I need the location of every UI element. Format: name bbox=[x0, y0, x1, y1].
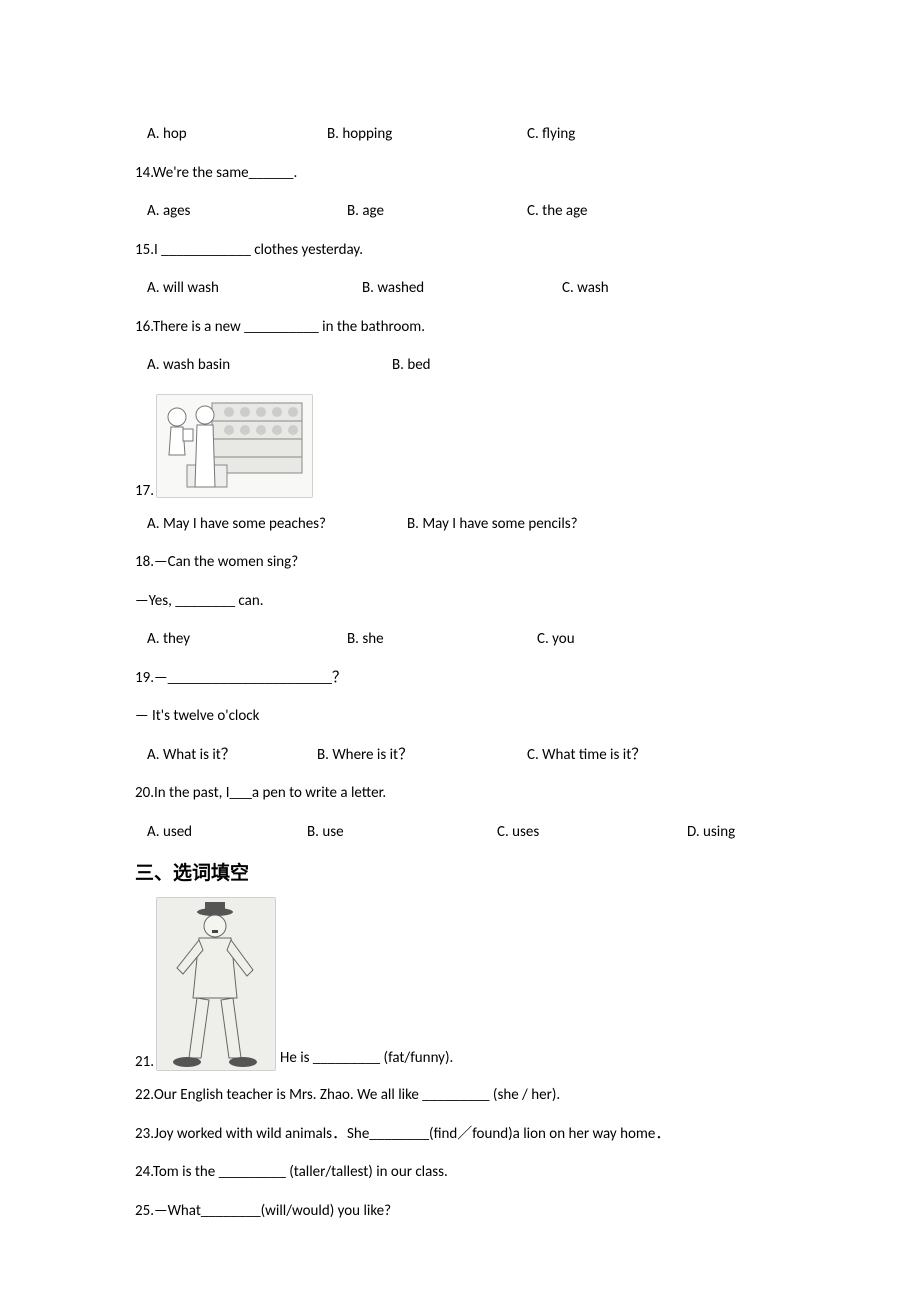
q22-text: 22.Our English teacher is Mrs. Zhao. We … bbox=[135, 1081, 785, 1110]
q15-option-b: B. washed bbox=[362, 274, 562, 303]
q17-option-a: A. May I have some peaches? bbox=[147, 510, 407, 539]
q21-row: 21. He is _________ (fat/funny). bbox=[135, 893, 785, 1071]
q19-options: A. What is it？ B. Where is it？ C. What t… bbox=[135, 741, 785, 770]
q14-options: A. ages B. age C. the age bbox=[135, 197, 785, 226]
q19-option-a: A. What is it？ bbox=[147, 741, 317, 770]
q14-option-c: C. the age bbox=[527, 197, 707, 226]
q19-option-c: C. What time is it？ bbox=[527, 741, 707, 770]
q16-option-b: B. bed bbox=[392, 351, 592, 380]
q18-stem-1: 18.—Can the women sing? bbox=[135, 548, 785, 577]
q21-text: He is _________ (fat/funny). bbox=[276, 1049, 453, 1071]
q20-options: A. used B. use C. uses D. using bbox=[135, 818, 785, 847]
q15-stem: 15.I ____________ clothes yesterday. bbox=[135, 236, 785, 265]
q15-option-c: C. wash bbox=[562, 274, 742, 303]
q25-text: 25.—What________(will/would) you like? bbox=[135, 1197, 785, 1226]
q13-options: A. hop B. hopping C. flying bbox=[135, 120, 785, 149]
q17-row: 17. bbox=[135, 390, 785, 500]
q14-stem: 14.We're the same______. bbox=[135, 159, 785, 188]
q15-option-a: A. will wash bbox=[147, 274, 362, 303]
q19-stem-1: 19.—______________________？ bbox=[135, 664, 785, 693]
q16-options: A. wash basin B. bed bbox=[135, 351, 785, 380]
q19-stem-2: — It's twelve o'clock bbox=[135, 702, 785, 731]
q20-option-c: C. uses bbox=[497, 818, 687, 847]
q18-option-b: B. she bbox=[347, 625, 537, 654]
q17-number: 17. bbox=[135, 482, 154, 500]
q14-option-a: A. ages bbox=[147, 197, 347, 226]
q18-option-c: C. you bbox=[537, 625, 717, 654]
q18-stem-2: —Yes, ________ can. bbox=[135, 587, 785, 616]
q18-options: A. they B. she C. you bbox=[135, 625, 785, 654]
q20-option-a: A. used bbox=[147, 818, 307, 847]
q19-option-b: B. Where is it？ bbox=[317, 741, 527, 770]
q18-option-a: A. they bbox=[147, 625, 347, 654]
q21-number: 21. bbox=[135, 1053, 154, 1071]
q17-options: A. May I have some peaches? B. May I hav… bbox=[135, 510, 785, 539]
q20-option-d: D. using bbox=[687, 818, 735, 847]
worksheet-page: A. hop B. hopping C. flying 14.We're the… bbox=[0, 0, 920, 1302]
shop-scene-image bbox=[156, 394, 313, 498]
q14-option-b: B. age bbox=[347, 197, 527, 226]
q23-text: 23.Joy worked with wild animals．She_____… bbox=[135, 1120, 785, 1149]
q15-options: A. will wash B. washed C. wash bbox=[135, 274, 785, 303]
q16-option-a: A. wash basin bbox=[147, 351, 392, 380]
q17-option-b: B. May I have some pencils? bbox=[407, 510, 578, 539]
charlie-chaplin-image bbox=[156, 897, 276, 1071]
q20-stem: 20.In the past, I___a pen to write a let… bbox=[135, 779, 785, 808]
q13-option-a: A. hop bbox=[147, 120, 327, 149]
q20-option-b: B. use bbox=[307, 818, 497, 847]
q16-stem: 16.There is a new __________ in the bath… bbox=[135, 313, 785, 342]
q13-option-c: C. flying bbox=[527, 120, 707, 149]
q24-text: 24.Tom is the _________ (taller/tallest)… bbox=[135, 1158, 785, 1187]
section-3-title: 三、选词填空 bbox=[135, 858, 785, 885]
q13-option-b: B. hopping bbox=[327, 120, 527, 149]
